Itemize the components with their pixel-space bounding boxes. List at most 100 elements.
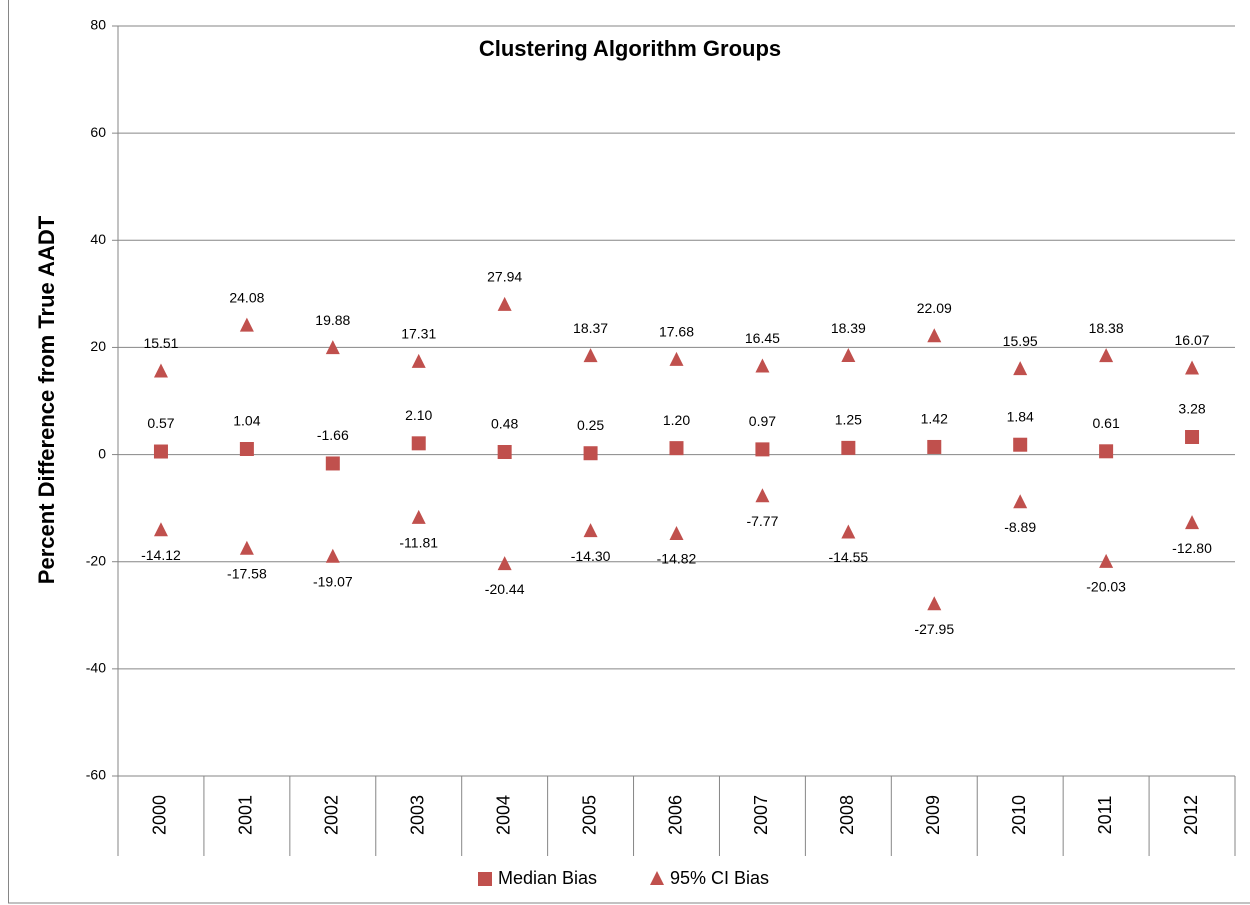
- x-tick-label: 2008: [837, 795, 857, 835]
- x-tick-label: 2002: [322, 795, 342, 835]
- data-label: 1.20: [663, 412, 690, 428]
- ci-marker: [1013, 494, 1028, 509]
- data-label: -11.81: [399, 535, 438, 551]
- ci-marker: [841, 348, 856, 363]
- data-label: 0.25: [577, 417, 604, 433]
- ci-marker: [239, 540, 254, 555]
- x-tick-label: 2010: [1009, 795, 1029, 835]
- x-tick-label: 2005: [579, 795, 599, 835]
- data-label: -20.03: [1086, 579, 1126, 595]
- x-tick-label: 2004: [493, 795, 513, 835]
- data-label: 18.39: [831, 320, 866, 336]
- ci-marker: [669, 525, 684, 540]
- y-tick-label: -20: [86, 552, 106, 568]
- data-label: -14.82: [657, 551, 697, 567]
- ci-marker: [1099, 553, 1114, 568]
- median-marker: [411, 436, 426, 451]
- data-label: 1.25: [835, 412, 862, 428]
- data-label: 24.08: [229, 289, 264, 305]
- data-label: 17.68: [659, 324, 694, 340]
- data-label: 0.61: [1092, 415, 1119, 431]
- y-tick-label: 40: [90, 231, 106, 247]
- ci-marker: [755, 358, 770, 373]
- data-label: 17.31: [401, 326, 436, 342]
- data-label: 15.51: [143, 335, 178, 351]
- data-label: 1.04: [233, 413, 260, 429]
- data-label: -12.80: [1172, 540, 1212, 556]
- chart-title: Clustering Algorithm Groups: [479, 36, 781, 61]
- ci-marker: [1185, 360, 1200, 375]
- median-marker: [1099, 444, 1114, 459]
- data-label: 22.09: [917, 300, 952, 316]
- data-label: -19.07: [313, 573, 353, 589]
- ci-marker: [411, 509, 426, 524]
- y-tick-label: 0: [98, 445, 106, 461]
- data-label: 15.95: [1003, 333, 1038, 349]
- y-tick-label: -60: [86, 767, 106, 783]
- data-label: 19.88: [315, 312, 350, 328]
- data-label: -14.55: [828, 549, 868, 565]
- data-label: 27.94: [487, 269, 522, 285]
- ci-marker: [325, 340, 340, 355]
- legend-label: 95% CI Bias: [670, 868, 769, 888]
- x-tick-label: 2006: [665, 795, 685, 835]
- median-marker: [325, 456, 340, 471]
- data-label: 16.45: [745, 330, 780, 346]
- median-marker: [583, 446, 598, 461]
- legend-marker: [650, 871, 664, 885]
- data-label: -1.66: [317, 427, 349, 443]
- ci-marker: [1013, 361, 1028, 376]
- data-label: -20.44: [485, 581, 525, 597]
- ci-marker: [1099, 348, 1114, 363]
- data-label: 2.10: [405, 407, 432, 423]
- x-tick-label: 2000: [150, 795, 170, 835]
- median-marker: [669, 441, 684, 456]
- data-label: -14.12: [141, 547, 181, 563]
- ci-marker: [497, 296, 512, 311]
- x-tick-label: 2003: [407, 795, 427, 835]
- ci-marker: [583, 523, 598, 538]
- y-tick-label: -40: [86, 660, 106, 676]
- ci-marker: [153, 522, 168, 537]
- x-tick-label: 2001: [236, 795, 256, 835]
- median-marker: [1185, 430, 1200, 444]
- data-label: -14.30: [571, 548, 611, 564]
- x-tick-label: 2012: [1181, 795, 1201, 835]
- ci-marker: [669, 351, 684, 366]
- ci-marker: [1185, 515, 1200, 530]
- data-label: -7.77: [746, 513, 778, 529]
- median-marker: [927, 439, 942, 454]
- ci-marker: [239, 317, 254, 332]
- median-marker: [841, 440, 856, 455]
- ci-marker: [841, 524, 856, 539]
- y-axis-label: Percent Difference from True AADT: [34, 215, 59, 584]
- legend-label: Median Bias: [498, 868, 597, 888]
- data-label: 1.84: [1007, 408, 1034, 424]
- median-marker: [1013, 437, 1028, 452]
- ci-marker: [583, 348, 598, 363]
- data-label: -17.58: [227, 565, 267, 581]
- median-marker: [153, 444, 168, 459]
- y-tick-label: 80: [90, 17, 106, 33]
- median-marker: [497, 445, 512, 459]
- median-marker: [239, 442, 254, 456]
- y-tick-label: 20: [90, 338, 106, 354]
- data-label: 0.57: [147, 415, 174, 431]
- data-label: -8.89: [1004, 519, 1036, 535]
- chart-border: [8, 0, 1250, 904]
- data-label: 0.48: [491, 416, 518, 432]
- data-label: 3.28: [1178, 401, 1205, 417]
- data-label: -27.95: [914, 621, 954, 637]
- y-tick-label: 60: [90, 124, 106, 140]
- legend-marker: [478, 872, 492, 886]
- x-tick-label: 2011: [1095, 796, 1115, 835]
- data-label: 1.42: [921, 411, 948, 427]
- ci-marker: [927, 328, 942, 343]
- data-label: 0.97: [749, 413, 776, 429]
- ci-marker: [497, 556, 512, 571]
- x-tick-label: 2009: [923, 795, 943, 835]
- data-label: 16.07: [1175, 332, 1210, 348]
- data-label: 18.38: [1089, 320, 1124, 336]
- ci-marker: [927, 596, 942, 611]
